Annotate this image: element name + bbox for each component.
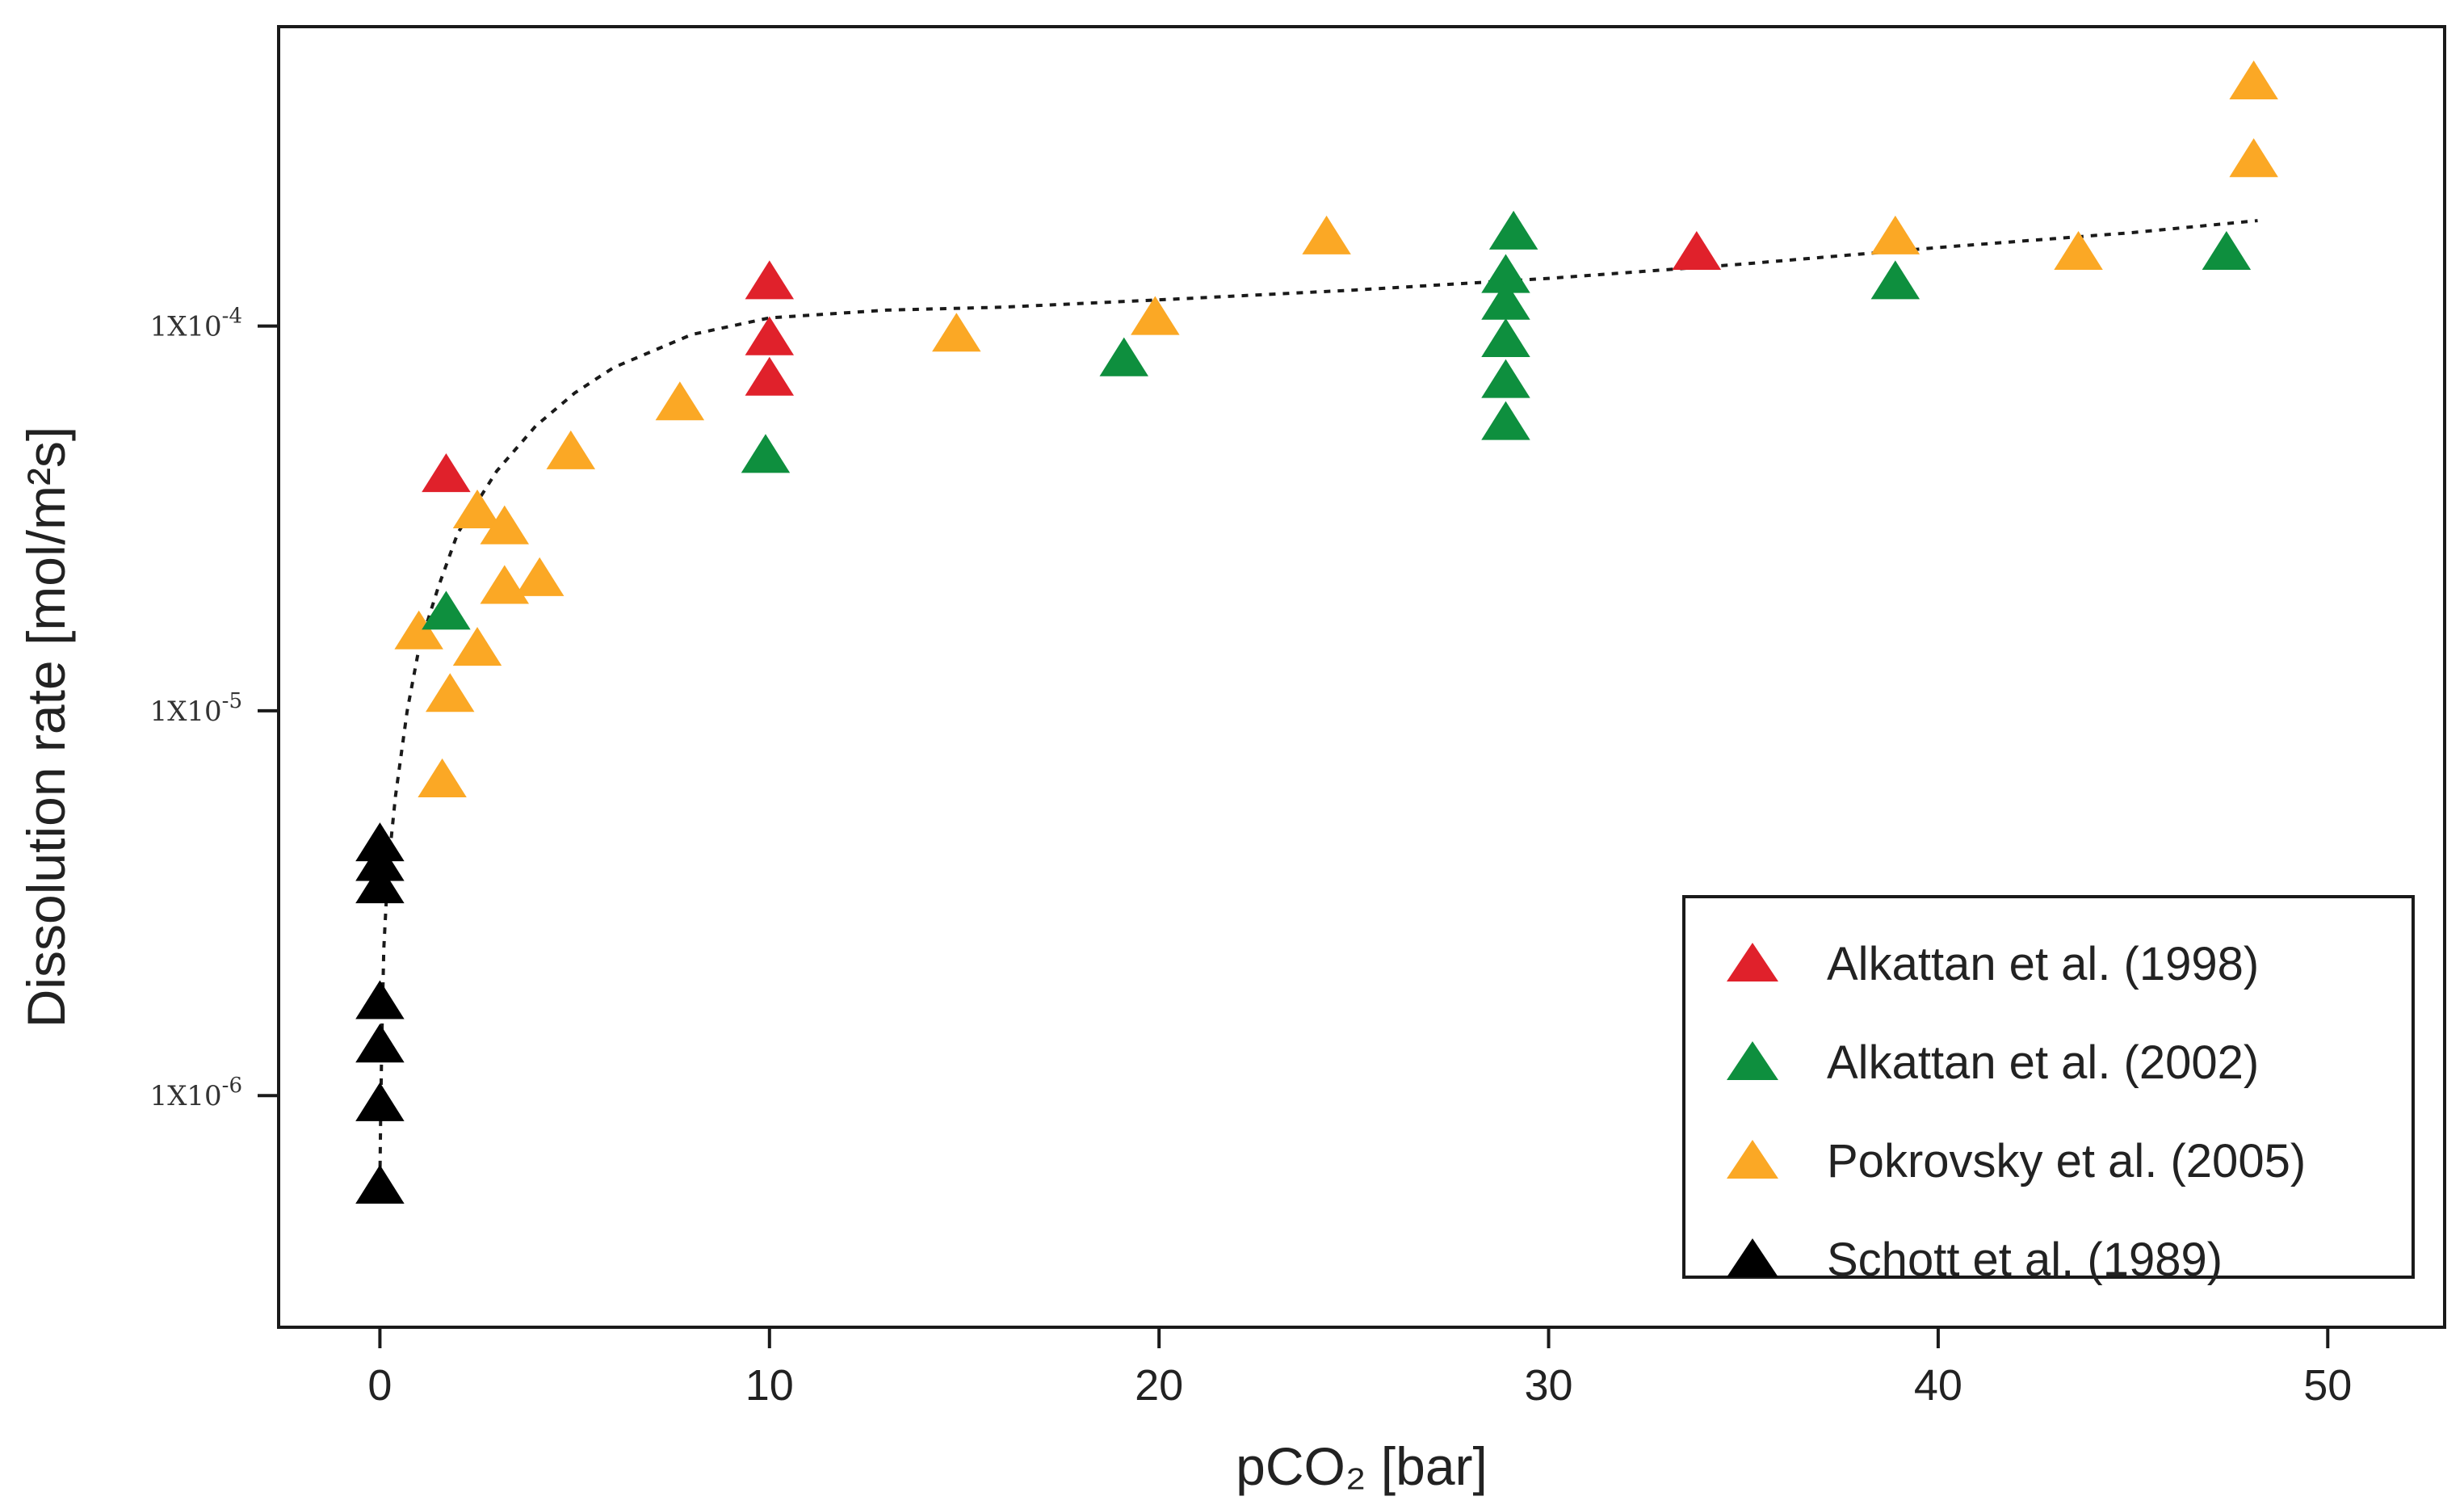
data-point xyxy=(1481,359,1530,398)
data-point xyxy=(355,1082,405,1121)
x-tick-label: 50 xyxy=(2303,1361,2352,1410)
legend-marker xyxy=(1727,1238,1778,1277)
data-point xyxy=(1870,260,1920,300)
legend-label: Alkattan et al. (1998) xyxy=(1827,938,2259,990)
x-tick-label: 10 xyxy=(745,1361,794,1410)
legend-marker xyxy=(1727,1140,1778,1179)
data-point xyxy=(452,627,502,666)
data-point xyxy=(514,557,565,596)
data-point xyxy=(355,1164,405,1204)
data-point xyxy=(394,610,443,649)
x-tick-label: 0 xyxy=(367,1361,392,1410)
data-point xyxy=(2202,230,2252,271)
data-point xyxy=(1488,210,1538,250)
y-tick-label: 1X10-6 xyxy=(150,1074,242,1112)
data-point xyxy=(2229,138,2278,178)
data-point xyxy=(932,313,981,352)
data-point xyxy=(745,356,795,396)
data-point xyxy=(1481,401,1530,440)
data-point xyxy=(355,864,405,904)
legend: Alkattan et al. (1998) Alkattan et al. (2… xyxy=(1682,895,2415,1286)
legend-marker xyxy=(1727,1041,1778,1080)
x-axis: 0 10 20 30 40 50 xyxy=(367,1327,2352,1410)
data-point xyxy=(1481,317,1530,357)
y-axis: 1X10-6 1X10-5 1X10-4 xyxy=(150,305,279,1112)
data-point xyxy=(355,1024,405,1063)
data-point xyxy=(355,822,405,862)
data-point xyxy=(546,430,596,469)
data-point xyxy=(1870,215,1920,254)
data-point xyxy=(745,260,795,300)
data-point xyxy=(422,591,471,630)
data-point xyxy=(1131,296,1180,335)
data-point xyxy=(1481,254,1530,293)
data-point xyxy=(655,381,705,421)
x-tick-label: 20 xyxy=(1135,1361,1183,1410)
data-point xyxy=(1481,280,1530,320)
legend-label: Pokrovsky et al. (2005) xyxy=(1827,1135,2306,1187)
data-point xyxy=(2229,60,2278,99)
data-point xyxy=(480,565,530,604)
legend-label: Schott et al. (1989) xyxy=(1827,1234,2223,1286)
plot-frame xyxy=(277,25,2446,1329)
data-point xyxy=(355,842,405,881)
data-points xyxy=(355,60,2278,1204)
x-tick-label: 40 xyxy=(1914,1361,1962,1410)
data-point xyxy=(452,489,502,529)
data-point xyxy=(426,673,475,712)
data-point xyxy=(745,316,795,355)
legend-marker xyxy=(1727,943,1778,981)
y-tick-label: 1X10-5 xyxy=(150,689,242,728)
legend-label: Alkattan et al. (2002) xyxy=(1827,1036,2259,1089)
y-axis-title: Dissolution rate [mol/m²s] xyxy=(16,427,76,1028)
data-point xyxy=(355,980,405,1019)
x-tick-label: 30 xyxy=(1525,1361,1573,1410)
data-point xyxy=(422,453,471,493)
y-tick-label: 1X10-4 xyxy=(150,305,242,343)
data-point xyxy=(480,505,530,544)
data-point xyxy=(1302,215,1351,254)
x-axis-title: pCO₂ [bar] xyxy=(1236,1436,1488,1496)
data-point xyxy=(2054,230,2103,271)
legend-box xyxy=(1682,895,2415,1279)
data-point xyxy=(1099,337,1148,376)
data-point xyxy=(418,758,467,797)
data-point xyxy=(741,434,791,473)
data-point xyxy=(1672,230,1722,271)
